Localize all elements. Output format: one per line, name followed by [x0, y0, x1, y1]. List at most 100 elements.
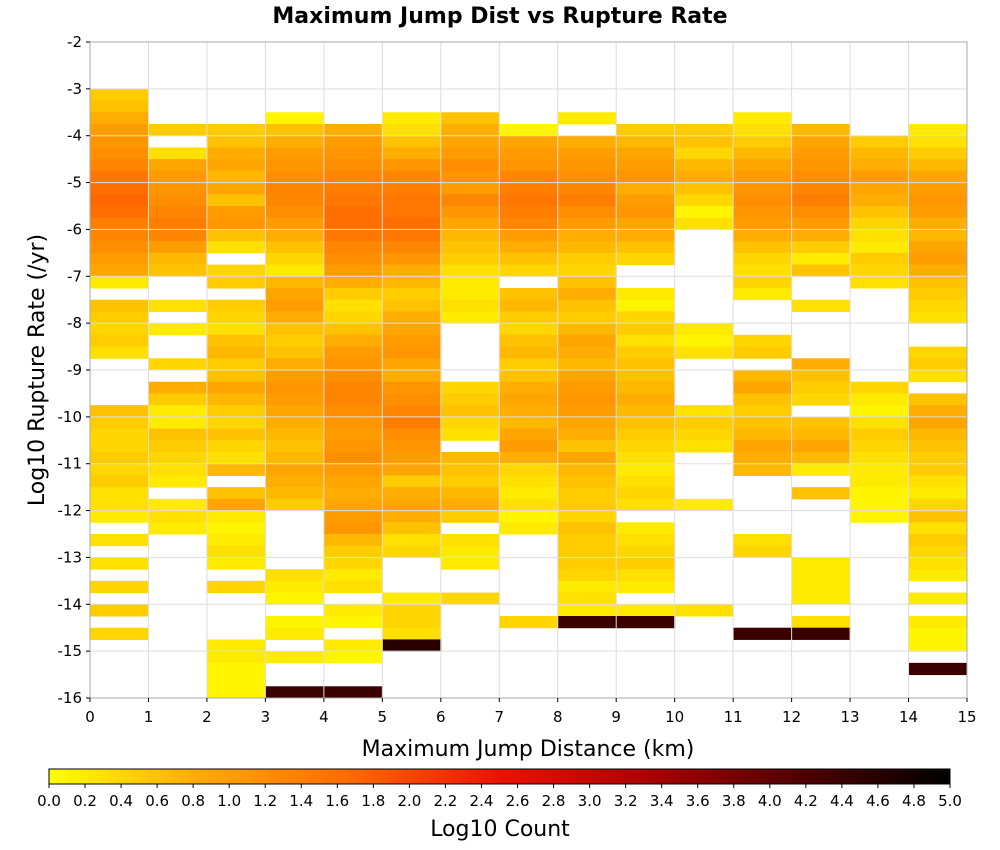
heatmap-cell: [733, 545, 793, 558]
heatmap-cell: [674, 194, 734, 207]
heatmap-cell: [440, 182, 500, 195]
heatmap-cell: [206, 159, 266, 172]
heatmap-cell: [616, 580, 676, 594]
heatmap-cell: [557, 381, 617, 394]
heatmap-cell: [733, 252, 793, 266]
heatmap-cell: [323, 147, 383, 160]
heatmap-cell: [323, 334, 383, 348]
heatmap-cell: [265, 170, 325, 184]
heatmap-cell: [90, 217, 149, 230]
heatmap-cell: [440, 381, 500, 394]
heatmap-cell: [90, 170, 149, 184]
heatmap-cell: [499, 135, 559, 148]
y-tick-label: -11: [58, 455, 83, 473]
heatmap-cell: [265, 299, 325, 312]
heatmap-cell: [206, 580, 266, 594]
heatmap-cell: [908, 299, 968, 312]
heatmap-cell: [382, 440, 442, 453]
heatmap-cell: [382, 452, 442, 465]
heatmap-cell: [323, 241, 383, 254]
colorbar: [48, 768, 951, 785]
heatmap-cell: [440, 112, 500, 125]
heatmap-cell: [791, 381, 851, 394]
heatmap-cell: [616, 159, 676, 172]
heatmap-cell: [323, 498, 383, 512]
heatmap-cell: [323, 557, 383, 570]
heatmap-cell: [265, 405, 325, 418]
heatmap-cell: [616, 604, 676, 617]
chart-title: Maximum Jump Dist vs Rupture Rate: [272, 4, 727, 29]
heatmap-cell: [499, 405, 559, 418]
colorbar-tick-label: 3.6: [686, 792, 710, 810]
heatmap-cell: [148, 194, 208, 207]
heatmap-cell: [791, 569, 851, 582]
heatmap-cell: [850, 428, 910, 441]
heatmap-cell: [382, 616, 442, 629]
heatmap-cell: [850, 416, 910, 430]
heatmap-cell: [557, 358, 617, 371]
heatmap-cell: [616, 135, 676, 148]
heatmap-cell: [265, 124, 325, 137]
heatmap-cell: [616, 229, 676, 242]
heatmap-cell: [440, 452, 500, 465]
heatmap-cell: [440, 159, 500, 172]
heatmap-cell: [206, 498, 266, 512]
y-tick-label: -10: [58, 408, 83, 426]
heatmap-cell: [206, 416, 266, 430]
heatmap-cell: [382, 627, 442, 640]
heatmap-cell: [148, 206, 208, 219]
heatmap-cell: [148, 463, 208, 476]
heatmap-cell: [206, 557, 266, 570]
heatmap-cell: [206, 440, 266, 453]
heatmap-cell: [557, 299, 617, 312]
x-tick-label: 5: [378, 708, 388, 726]
heatmap-cell: [440, 557, 500, 570]
heatmap-cell: [90, 252, 149, 266]
heatmap-cell: [323, 534, 383, 547]
heatmap-cell: [791, 241, 851, 254]
heatmap-cell: [206, 405, 266, 418]
x-axis-label: Maximum Jump Distance (km): [362, 737, 695, 762]
heatmap-cell: [323, 135, 383, 148]
heatmap-cell: [791, 487, 851, 500]
x-tick-label: 7: [494, 708, 504, 726]
heatmap-cell: [850, 393, 910, 406]
heatmap-cell: [499, 217, 559, 230]
heatmap-cell: [90, 229, 149, 242]
heatmap-cell: [90, 112, 149, 125]
heatmap-cell: [382, 545, 442, 558]
heatmap-cell: [908, 616, 968, 629]
heatmap-cell: [791, 428, 851, 441]
heatmap-cell: [499, 288, 559, 301]
colorbar-tick-label: 2.8: [542, 792, 566, 810]
heatmap-cell: [616, 393, 676, 406]
heatmap-cell: [616, 440, 676, 453]
y-tick-label: -5: [67, 174, 82, 192]
colorbar-tick-label: 4.6: [866, 792, 890, 810]
heatmap-cell: [206, 147, 266, 160]
heatmap-cell: [323, 686, 383, 699]
heatmap-cell: [382, 370, 442, 383]
heatmap-cell: [206, 194, 266, 207]
heatmap-cell: [499, 124, 559, 137]
heatmap-cell: [440, 170, 500, 184]
heatmap-cell: [850, 475, 910, 488]
y-tick-label: -9: [67, 361, 82, 379]
heatmap-cell: [440, 276, 500, 289]
heatmap-cell: [733, 264, 793, 277]
heatmap-cell: [382, 124, 442, 137]
heatmap-cell: [499, 182, 559, 195]
colorbar-ticks: 0.0 0.2 0.4 0.6 0.8 1.0 1.2 1.4 1.6 1.8 2.0 2.2 2.4 2…: [37, 784, 962, 810]
colorbar-tick-label: 5.0: [938, 792, 962, 810]
colorbar-tick-label: 1.8: [361, 792, 385, 810]
heatmap-cell: [908, 229, 968, 242]
heatmap-cell: [616, 311, 676, 324]
heatmap-cell: [499, 393, 559, 406]
heatmap-cell: [791, 135, 851, 148]
heatmap-cell: [733, 159, 793, 172]
heatmap-cell: [499, 498, 559, 512]
heatmap-cell: [382, 393, 442, 406]
heatmap-cell: [440, 416, 500, 430]
heatmap-cell: [557, 112, 617, 125]
y-axis-ticks: -2 -3 -4 -5 -6 -7 -8 -9 -10 -11 -12 -13 -14 -15 -16: [58, 33, 90, 707]
